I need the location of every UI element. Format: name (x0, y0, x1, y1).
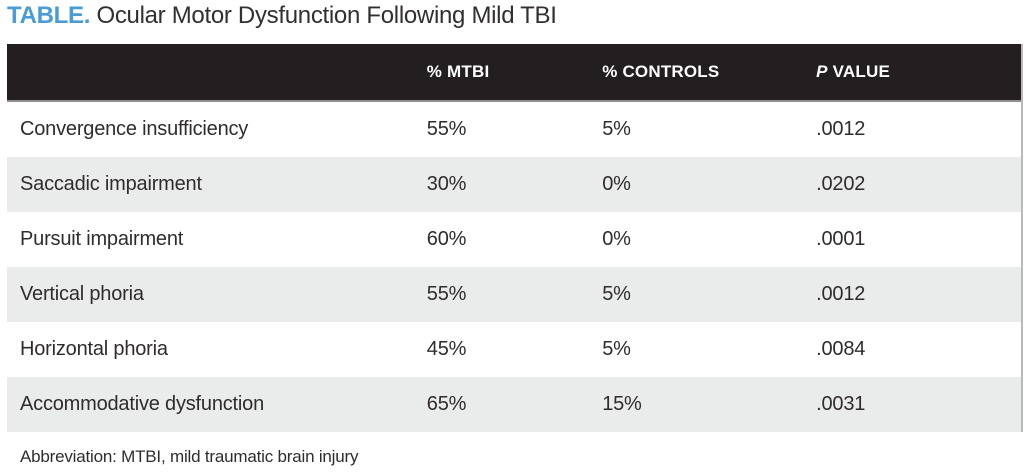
cell-pvalue: .0031 (816, 393, 866, 415)
table-title-tag: TABLE. (7, 2, 91, 29)
table-row: Convergence insufficiency 55% 5% .0012 (7, 102, 1021, 157)
cell-mtbi: 60% (426, 228, 467, 250)
table-row: Saccadic impairment 30% 0% .0202 (7, 157, 1021, 212)
table-title: TABLE. Ocular Motor Dysfunction Followin… (7, 2, 557, 30)
cell-controls: 5% (602, 118, 631, 140)
header-pvalue-rest: VALUE (827, 62, 890, 81)
cell-controls: 0% (602, 228, 631, 250)
cell-controls: 5% (602, 338, 631, 360)
cell-condition: Saccadic impairment (20, 173, 202, 195)
header-cell-mtbi: % MTBI (426, 62, 490, 81)
cell-mtbi: 55% (426, 283, 467, 305)
abbreviation-footnote: Abbreviation: MTBI, mild traumatic brain… (20, 447, 359, 466)
cell-mtbi: 30% (426, 173, 467, 195)
header-cell-pvalue: P VALUE (816, 62, 1021, 82)
header-pvalue-italic-p: P (816, 62, 828, 81)
cell-controls: 15% (602, 393, 642, 415)
cell-controls: 0% (602, 173, 631, 195)
cell-condition: Convergence insufficiency (20, 118, 249, 140)
cell-pvalue: .0202 (816, 173, 866, 195)
cell-condition: Vertical phoria (20, 283, 144, 305)
table-row: Horizontal phoria 45% 5% .0084 (7, 322, 1021, 377)
cell-pvalue: .0012 (816, 118, 866, 140)
cell-mtbi: 65% (426, 393, 467, 415)
table-row: Accommodative dysfunction 65% 15% .0031 (7, 377, 1021, 432)
table-row: Pursuit impairment 60% 0% .0001 (7, 212, 1021, 267)
data-table: % MTBI % CONTROLS P VALUE Convergence in… (7, 44, 1023, 432)
table-title-text: Ocular Motor Dysfunction Following Mild … (90, 2, 557, 29)
cell-condition: Horizontal phoria (20, 338, 168, 360)
cell-mtbi: 55% (426, 118, 467, 140)
cell-condition: Pursuit impairment (20, 228, 184, 250)
table-header-row: % MTBI % CONTROLS P VALUE (7, 44, 1021, 102)
cell-mtbi: 45% (426, 338, 467, 360)
cell-pvalue: .0001 (816, 228, 866, 250)
cell-pvalue: .0084 (816, 338, 866, 360)
cell-condition: Accommodative dysfunction (20, 393, 265, 415)
cell-controls: 5% (602, 283, 631, 305)
table-row: Vertical phoria 55% 5% .0012 (7, 267, 1021, 322)
cell-pvalue: .0012 (816, 283, 866, 305)
header-cell-controls: % CONTROLS (602, 62, 720, 81)
